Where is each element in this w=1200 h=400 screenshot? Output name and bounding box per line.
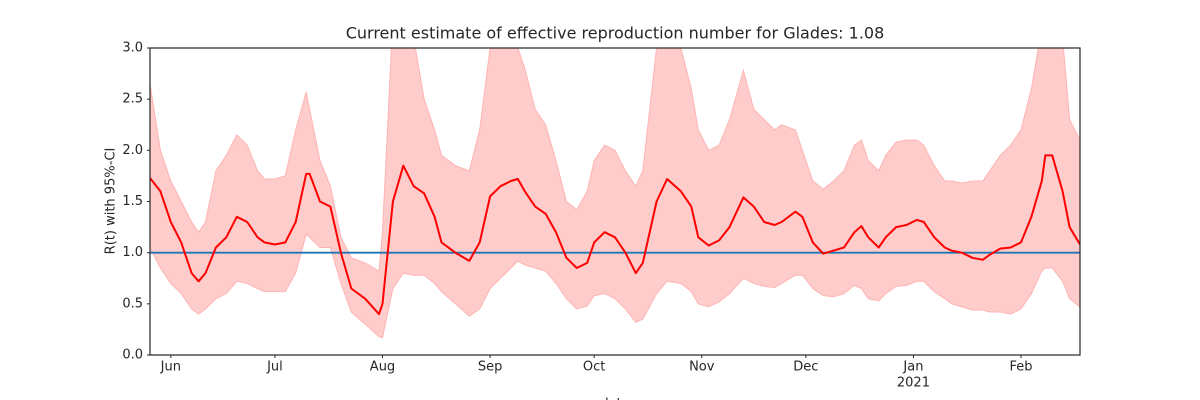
x-tick-label: Jan	[902, 360, 923, 375]
y-tick-label: 3.0	[122, 41, 143, 56]
x-axis-label: date	[600, 397, 629, 400]
estimate-line	[150, 154, 1080, 316]
plot-area	[150, 48, 1080, 339]
chart-title: Current estimate of effective reproducti…	[346, 24, 885, 43]
y-tick-label: 2.5	[122, 92, 143, 107]
x-tick-sublabel: 2021	[897, 376, 930, 391]
y-tick-label: 2.0	[122, 143, 143, 158]
x-tick-label: Dec	[793, 360, 818, 375]
x-tick-label: Feb	[1009, 360, 1032, 375]
y-tick-label: 1.5	[122, 194, 143, 209]
x-tick-label: Jul	[266, 360, 283, 375]
x-tick-label: Sep	[478, 360, 503, 375]
y-tick-label: 0.5	[122, 296, 143, 311]
x-tick-label: Nov	[689, 360, 715, 375]
x-tick-label: Jun	[160, 360, 181, 375]
x-tick-label: Aug	[370, 360, 395, 375]
y-tick-label: 1.0	[122, 245, 143, 260]
x-tick-label: Oct	[583, 360, 605, 375]
y-axis-label: R(t) with 95%-CI	[104, 148, 119, 255]
confidence-band	[150, 48, 1080, 339]
y-tick-label: 0.0	[122, 348, 143, 363]
